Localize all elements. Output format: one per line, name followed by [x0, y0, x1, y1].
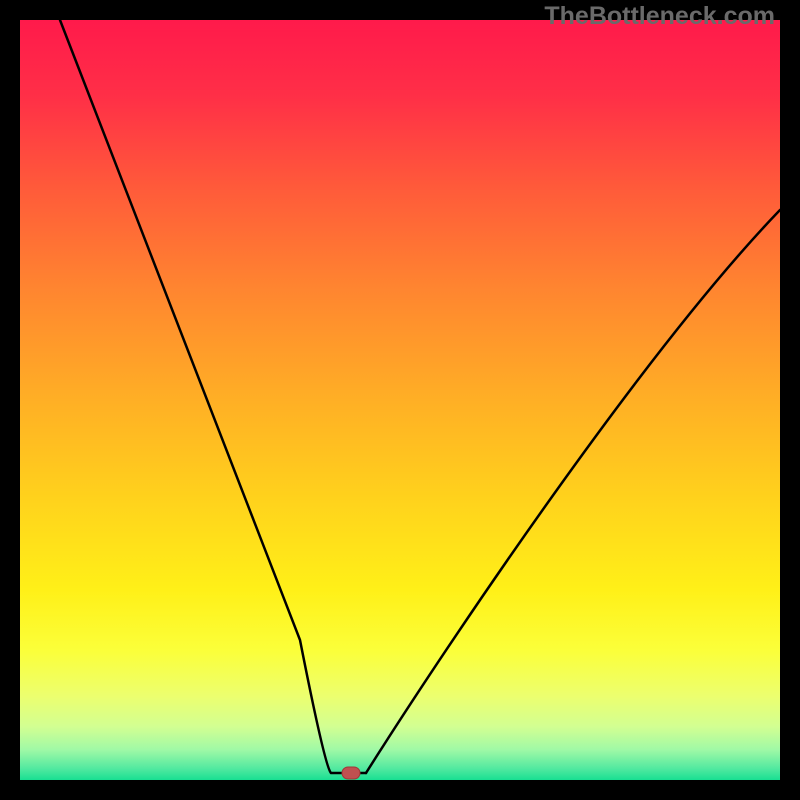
chart-frame: TheBottleneck.com	[0, 0, 800, 800]
plot-area	[20, 20, 780, 780]
bottleneck-marker	[342, 767, 360, 779]
watermark-text: TheBottleneck.com	[544, 2, 775, 31]
bottleneck-curve	[20, 20, 780, 780]
curve-left	[60, 20, 366, 773]
curve-right	[366, 210, 780, 773]
